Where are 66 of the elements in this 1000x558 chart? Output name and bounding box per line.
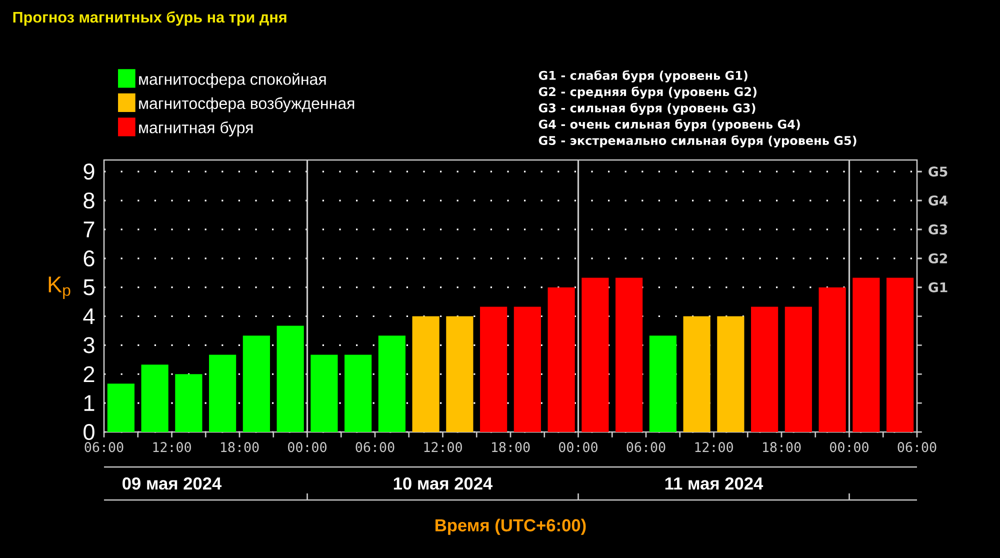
ref-line-label: G4 [928, 195, 948, 206]
bar [784, 306, 812, 432]
x-tick-label: 12:00 [424, 442, 462, 452]
y-tick-label: 4 [83, 308, 95, 324]
bar [582, 278, 609, 432]
bar [344, 354, 372, 432]
bar [107, 384, 134, 432]
x-tick-label: 06:00 [626, 442, 666, 452]
bar [446, 316, 474, 432]
y-tick-label: 5 [84, 279, 94, 296]
y-tick-label: 3 [84, 337, 94, 354]
bar [141, 364, 168, 432]
bar [717, 316, 744, 432]
text: G2 - средняя буря (уровень G2) [538, 86, 756, 99]
y-tick-label: 1 [84, 395, 94, 411]
bar [886, 278, 914, 432]
bar [649, 336, 676, 432]
bar [616, 278, 643, 432]
x-tick-label: 18:00 [492, 442, 530, 452]
x-tick-label: 12:00 [153, 442, 191, 452]
ref-line-label: G5 [928, 166, 948, 177]
bar [378, 336, 406, 432]
bar [209, 354, 236, 432]
text: 09 мая 2024 [122, 477, 222, 490]
text: G1 - слабая буря (уровень G1) [538, 70, 748, 82]
text: 10 мая 2024 [394, 477, 493, 490]
x-tick-label: 06:00 [356, 442, 394, 452]
bar [683, 316, 710, 432]
x-tick-label: 18:00 [221, 442, 259, 452]
legend-label: магнитосфера возбужденная [139, 97, 354, 112]
bar [310, 354, 338, 432]
text: 11 мая 2024 [665, 477, 764, 490]
bar [175, 374, 202, 432]
bar [412, 316, 440, 432]
text: G3 - сильная буря (уровень G3) [538, 102, 756, 115]
x-tick-label: 18:00 [763, 442, 801, 452]
chart-title: Прогноз магнитных бурь на три дня [13, 11, 286, 26]
y-tick-label: 7 [84, 222, 94, 238]
ref-line-label: G2 [928, 253, 947, 264]
ref-line-label: G3 [928, 224, 948, 234]
x-tick-label: 00:00 [559, 442, 598, 452]
text: G4 - очень сильная буря (уровень G4) [538, 119, 800, 132]
bar [276, 326, 304, 432]
bar [514, 306, 541, 432]
x-axis-title: Время (UTC+6:00) [436, 518, 586, 535]
bar [548, 287, 575, 432]
text: G5 - экстремально сильная буря (уровень G5) [538, 135, 856, 148]
ref-line-label: G1 [928, 282, 948, 292]
legend-label: магнитная буря [139, 121, 253, 136]
bar [242, 336, 270, 432]
y-tick-label: 0 [84, 424, 94, 440]
x-tick-label: 12:00 [695, 442, 733, 452]
legend-label: магнитосфера спокойная [139, 72, 326, 88]
bar [751, 306, 778, 432]
x-tick-label: 00:00 [830, 442, 868, 452]
y-tick-label: 2 [84, 366, 94, 382]
x-tick-label: 06:00 [898, 442, 936, 452]
bar [480, 306, 508, 432]
y-axis-title: K$_{p}$ [48, 276, 70, 300]
x-tick-label: 06:00 [84, 442, 124, 452]
y-tick-label: 9 [84, 164, 94, 180]
y-tick-label: 6 [84, 250, 94, 266]
bar [852, 278, 880, 432]
bar [818, 287, 846, 432]
y-tick-label: 8 [84, 192, 94, 209]
x-tick-label: 00:00 [288, 442, 326, 452]
